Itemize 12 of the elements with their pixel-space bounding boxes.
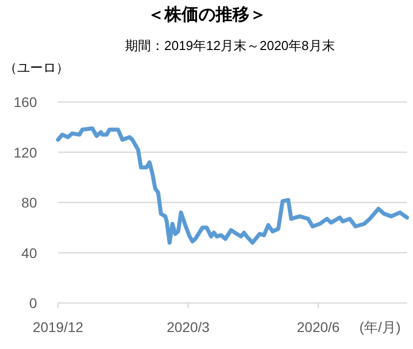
- y-tick-label: 40: [21, 244, 38, 261]
- y-tick-label: 80: [21, 194, 38, 210]
- chart-title: ＜株価の推移＞: [148, 5, 266, 24]
- y-axis-title: （ユーロ）: [4, 60, 69, 75]
- y-tick-label: 160: [14, 94, 38, 110]
- x-tick-label: 2020/3: [166, 319, 210, 335]
- x-tick-label: 2020/6: [296, 319, 340, 335]
- chart-subtitle: 期間：2019年12月末～2020年8月末: [125, 38, 335, 53]
- y-tick-label: 120: [14, 144, 38, 160]
- y-tick-label: 0: [29, 295, 38, 311]
- x-axis-title: (年/月): [359, 319, 401, 335]
- x-tick-label: 2019/12: [32, 319, 84, 335]
